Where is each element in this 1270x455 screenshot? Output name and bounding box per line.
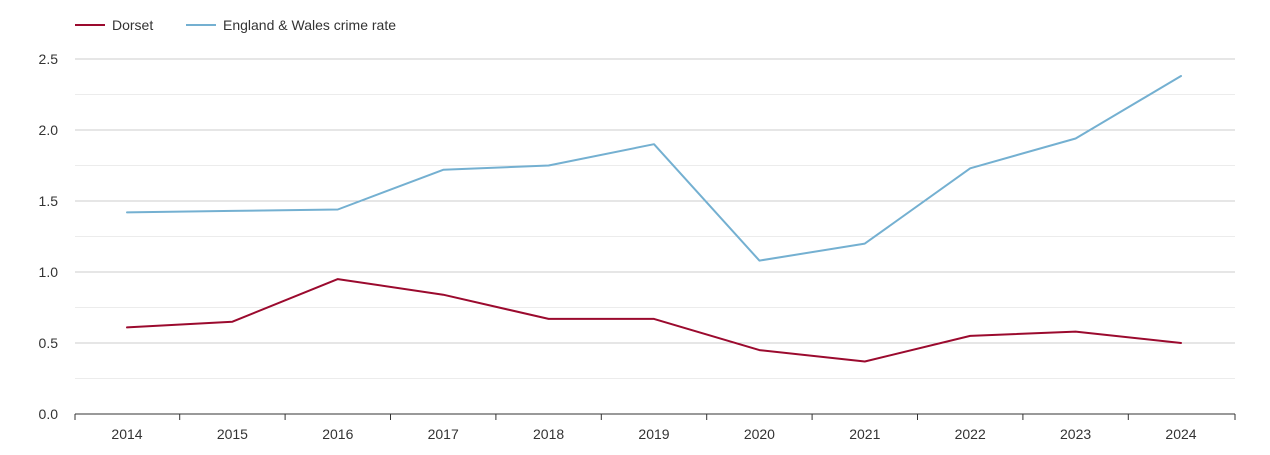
- series-line-dorset: [127, 279, 1181, 361]
- x-tick-label: 2019: [638, 426, 669, 442]
- x-tick-label: 2015: [217, 426, 248, 442]
- x-tick-label: 2021: [849, 426, 880, 442]
- y-tick-label: 1.5: [39, 193, 59, 209]
- series-layer: [127, 76, 1181, 362]
- x-tick-label: 2017: [428, 426, 459, 442]
- x-tick-label: 2023: [1060, 426, 1091, 442]
- legend-label: England & Wales crime rate: [223, 17, 396, 33]
- x-tick-label: 2020: [744, 426, 775, 442]
- y-axis: 0.0 0.5 1.0 1.5 2.0 2.5: [39, 51, 59, 422]
- series-line-england-wales: [127, 76, 1181, 261]
- x-tick-label: 2018: [533, 426, 564, 442]
- y-tick-label: 1.0: [39, 264, 59, 280]
- y-tick-label: 0.5: [39, 335, 59, 351]
- x-axis: 2014 2015 2016 2017 2018 2019 2020 2021 2022 2023…: [75, 414, 1235, 442]
- x-tick-label: 2016: [322, 426, 353, 442]
- gridlines: [75, 59, 1235, 379]
- y-tick-label: 0.0: [39, 406, 59, 422]
- y-tick-label: 2.5: [39, 51, 59, 67]
- x-tick-label: 2014: [111, 426, 142, 442]
- x-tick-label: 2024: [1165, 426, 1196, 442]
- y-tick-label: 2.0: [39, 122, 59, 138]
- legend: Dorset England & Wales crime rate: [75, 17, 396, 33]
- x-tick-label: 2022: [955, 426, 986, 442]
- legend-label: Dorset: [112, 17, 153, 33]
